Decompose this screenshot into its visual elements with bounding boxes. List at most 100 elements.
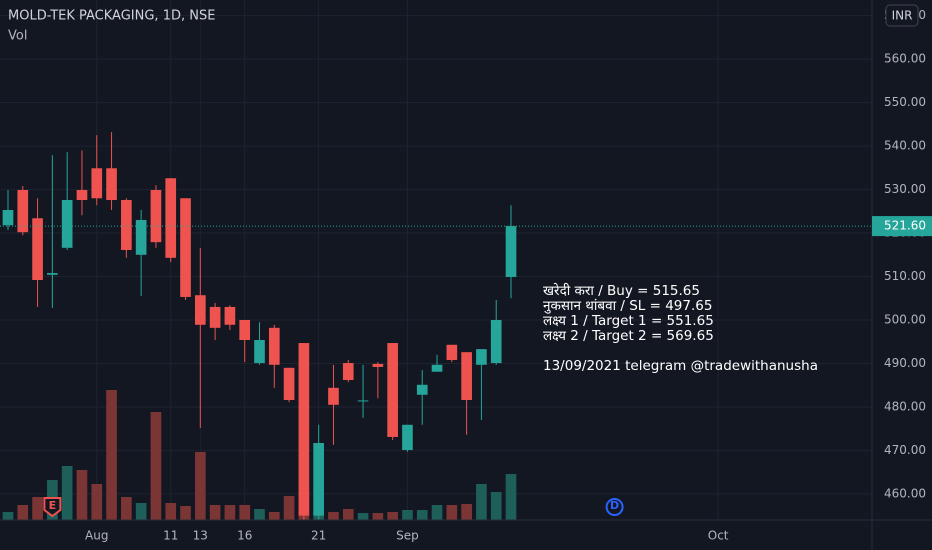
annotation: लक्ष्य 1 / Target 1 = 551.65 bbox=[543, 313, 714, 329]
volume-bar bbox=[239, 505, 251, 520]
volume-bar bbox=[446, 505, 458, 520]
candle-body bbox=[150, 190, 162, 243]
y-tick-label: 550.00 bbox=[884, 95, 926, 109]
candle-body bbox=[387, 343, 398, 437]
volume-bar bbox=[106, 390, 117, 520]
volume-bar bbox=[505, 474, 517, 520]
candle-body bbox=[61, 200, 73, 248]
x-tick-label: 16 bbox=[237, 529, 252, 543]
candle-body bbox=[32, 218, 43, 280]
candle-body bbox=[91, 168, 103, 199]
candle-body bbox=[224, 306, 236, 325]
volume-bar bbox=[2, 512, 14, 520]
x-tick-label: 13 bbox=[193, 529, 208, 543]
volume-bar bbox=[61, 466, 73, 520]
candle-body bbox=[446, 344, 458, 360]
candle-body bbox=[298, 343, 310, 516]
candle-body bbox=[106, 168, 117, 200]
x-tick-label: 11 bbox=[163, 529, 178, 543]
volume-bar bbox=[328, 512, 339, 520]
volume-bar bbox=[180, 506, 191, 520]
volume-bar bbox=[357, 513, 369, 520]
y-tick-label: 480.00 bbox=[884, 399, 926, 413]
volume-bar bbox=[165, 503, 177, 520]
currency-label: INR bbox=[892, 9, 913, 23]
volume-bar bbox=[416, 510, 428, 520]
candle-body bbox=[357, 400, 369, 402]
candle-body bbox=[490, 320, 502, 364]
y-tick-label: 560.00 bbox=[884, 52, 926, 66]
candle-body bbox=[402, 424, 413, 450]
candle-body bbox=[313, 443, 325, 516]
candle-body bbox=[328, 387, 339, 405]
volume-bar bbox=[476, 484, 487, 520]
volume-bar bbox=[387, 512, 398, 520]
volume-bar bbox=[283, 496, 295, 520]
candle-body bbox=[283, 367, 295, 400]
y-tick-label: 470.00 bbox=[884, 443, 926, 457]
last-price-label: 521.60 bbox=[884, 219, 926, 233]
candle-body bbox=[209, 306, 221, 328]
y-tick-label: 500.00 bbox=[884, 313, 926, 327]
annotation: खरेदी करा / Buy = 515.65 bbox=[543, 282, 700, 299]
volume-bar bbox=[91, 484, 103, 520]
event-badge bbox=[605, 498, 624, 516]
candle-body bbox=[17, 190, 29, 233]
candle-body bbox=[239, 320, 251, 340]
last-price-badge bbox=[872, 216, 932, 237]
candle-body bbox=[76, 190, 88, 200]
y-tick-label: 510.00 bbox=[884, 269, 926, 283]
volume-bar bbox=[209, 505, 221, 520]
candle-body bbox=[268, 327, 280, 365]
y-tick-label: 460.00 bbox=[884, 486, 926, 500]
y-tick-label: 540.00 bbox=[884, 139, 926, 153]
candle-body bbox=[194, 295, 206, 325]
volume-bar bbox=[32, 497, 43, 520]
volume-bar bbox=[121, 497, 132, 520]
candle-body bbox=[135, 220, 147, 255]
candle-body bbox=[2, 210, 14, 226]
y-tick-label: 530.00 bbox=[884, 182, 926, 196]
candle-body bbox=[505, 226, 517, 277]
volume-bar bbox=[268, 512, 280, 520]
candle-body bbox=[431, 364, 443, 372]
candle-body bbox=[342, 363, 354, 380]
volume-bar bbox=[372, 513, 384, 520]
volume-bar bbox=[342, 509, 354, 520]
event-badge bbox=[43, 497, 62, 518]
chart-title: MOLD-TEK PACKAGING, 1D, NSE bbox=[8, 9, 215, 24]
volume-bar bbox=[431, 505, 443, 520]
volume-bar bbox=[224, 505, 236, 520]
volume-bar bbox=[402, 510, 413, 520]
x-tick-label: 21 bbox=[311, 529, 326, 543]
volume-label: Vol bbox=[8, 29, 27, 44]
event-label: E bbox=[49, 499, 57, 512]
candle-body bbox=[180, 198, 191, 297]
x-tick-label: Oct bbox=[708, 529, 729, 543]
volume-bar bbox=[490, 492, 502, 520]
y-tick-label: 490.00 bbox=[884, 356, 926, 370]
candle-body bbox=[461, 352, 472, 400]
candle-body bbox=[121, 200, 132, 250]
x-tick-label: Sep bbox=[396, 529, 419, 543]
candle-body bbox=[372, 363, 384, 367]
volume-bar bbox=[254, 509, 265, 520]
volume-bar bbox=[194, 452, 206, 520]
volume-bar bbox=[135, 503, 147, 520]
x-tick-label: Aug bbox=[85, 529, 108, 543]
candle-body bbox=[47, 273, 58, 275]
annotation: लक्ष्य 2 / Target 2 = 569.65 bbox=[543, 328, 714, 344]
candle-body bbox=[254, 340, 265, 364]
volume-bar bbox=[461, 504, 472, 520]
event-label: D bbox=[610, 499, 619, 512]
annotation: 13/09/2021 telegram @tradewithanusha bbox=[543, 358, 818, 374]
annotation: नुकसान थांबवा / SL = 497.65 bbox=[543, 298, 712, 314]
volume-bar bbox=[76, 470, 88, 520]
volume-bar bbox=[150, 412, 162, 520]
candle-body bbox=[476, 349, 487, 365]
candle-body bbox=[165, 178, 177, 258]
volume-bar bbox=[17, 505, 29, 520]
currency-badge bbox=[885, 4, 919, 27]
